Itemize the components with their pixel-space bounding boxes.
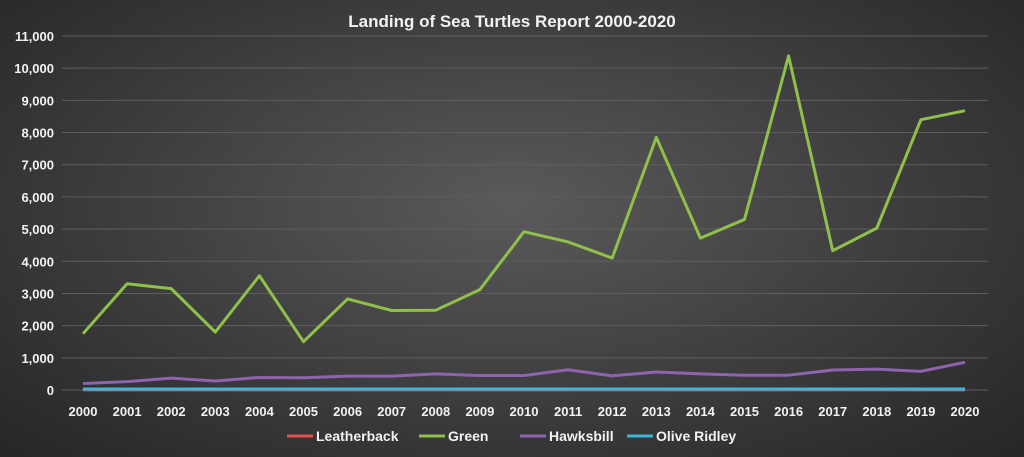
legend-label: Green xyxy=(448,428,488,444)
y-tick-label: 11,000 xyxy=(15,29,54,44)
y-tick-label: 5,000 xyxy=(21,222,54,237)
x-tick-label: 2004 xyxy=(245,404,275,419)
y-tick-label: 9,000 xyxy=(21,93,54,108)
x-tick-label: 2020 xyxy=(951,404,980,419)
legend-item-green: Green xyxy=(419,428,488,444)
x-tick-label: 2015 xyxy=(730,404,759,419)
chart-title: Landing of Sea Turtles Report 2000-2020 xyxy=(348,12,676,31)
x-tick-label: 2018 xyxy=(862,404,891,419)
legend-item-hawksbill: Hawksbill xyxy=(520,428,614,444)
y-tick-label: 6,000 xyxy=(21,190,54,205)
series-line-green xyxy=(81,54,966,344)
x-tick-label: 2005 xyxy=(289,404,318,419)
x-tick-label: 2010 xyxy=(510,404,539,419)
legend-label: Olive Ridley xyxy=(656,428,736,444)
x-tick-label: 2007 xyxy=(377,404,406,419)
legend-item-leatherback: Leatherback xyxy=(287,428,399,444)
x-tick-label: 2003 xyxy=(201,404,230,419)
x-tick-label: 2000 xyxy=(69,404,98,419)
y-tick-label: 1,000 xyxy=(21,351,54,366)
x-tick-label: 2014 xyxy=(686,404,716,419)
x-tick-label: 2011 xyxy=(554,404,582,419)
y-tick-label: 0 xyxy=(47,383,54,398)
y-tick-label: 4,000 xyxy=(21,254,54,269)
x-tick-label: 2017 xyxy=(818,404,847,419)
x-tick-label: 2009 xyxy=(465,404,494,419)
x-tick-label: 2008 xyxy=(421,404,450,419)
series-line-hawksbill xyxy=(82,360,966,386)
x-tick-label: 2016 xyxy=(774,404,803,419)
y-tick-label: 7,000 xyxy=(21,158,54,173)
x-tick-label: 2019 xyxy=(906,404,935,419)
y-tick-label: 10,000 xyxy=(14,61,54,76)
x-tick-label: 2013 xyxy=(642,404,671,419)
legend-label: Hawksbill xyxy=(549,428,614,444)
x-tick-label: 2006 xyxy=(333,404,362,419)
legend-label: Leatherback xyxy=(316,428,399,444)
y-tick-label: 2,000 xyxy=(21,319,54,334)
x-tick-label: 2001 xyxy=(113,404,142,419)
y-tick-label: 3,000 xyxy=(21,286,54,301)
legend-item-olive-ridley: Olive Ridley xyxy=(627,428,736,444)
x-tick-label: 2002 xyxy=(157,404,186,419)
y-tick-label: 8,000 xyxy=(21,126,54,141)
x-tick-label: 2012 xyxy=(598,404,627,419)
